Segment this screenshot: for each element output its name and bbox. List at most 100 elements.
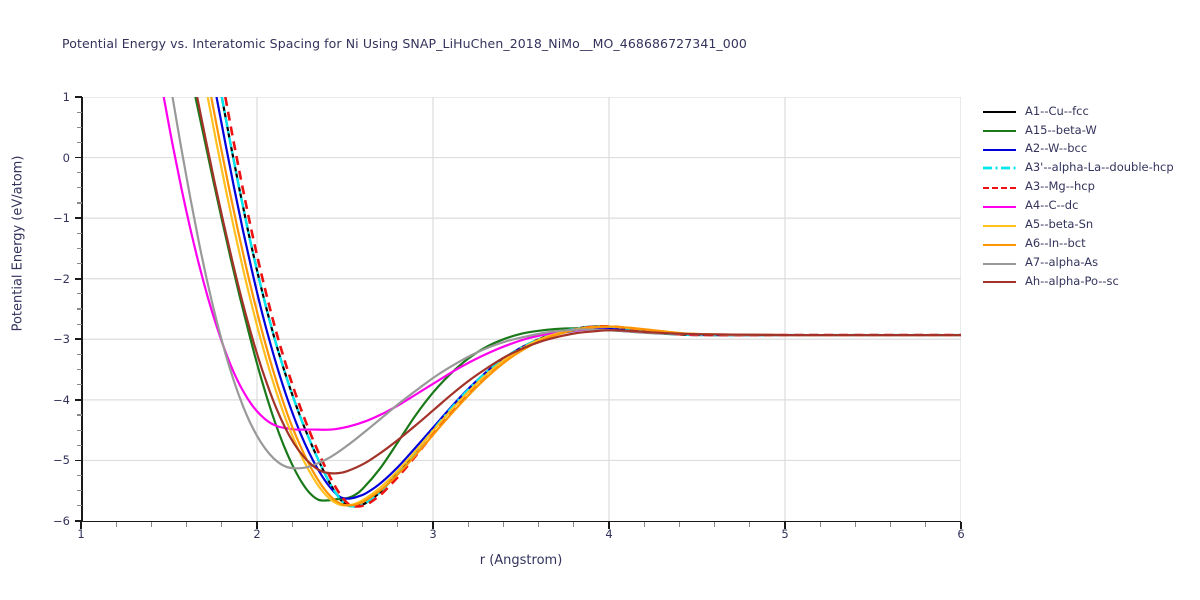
- legend-swatch-icon: [983, 219, 1016, 231]
- y-axis-label: Potential Energy (eV/atom): [10, 155, 26, 332]
- tick-mark: [291, 521, 293, 527]
- legend-item-A5--beta-Sn[interactable]: A5--beta-Sn: [983, 215, 1174, 234]
- tick-mark: [608, 521, 610, 529]
- legend-item-A6--In--bct[interactable]: A6--In--bct: [983, 234, 1174, 253]
- y-axis-line: [81, 97, 83, 521]
- tick-mark: [76, 505, 82, 507]
- curve-A4--C--dc: [162, 97, 961, 431]
- x-axis-label: r (Angstrom): [479, 553, 563, 568]
- legend-swatch-icon: [983, 238, 1016, 250]
- legend-swatch-icon: [983, 275, 1016, 287]
- legend-item-A1--Cu--fcc[interactable]: A1--Cu--fcc: [983, 102, 1174, 121]
- legend-label: Ah--alpha-Po--sc: [1025, 273, 1119, 288]
- tick-mark: [221, 521, 223, 527]
- tick-mark: [74, 520, 82, 522]
- legend-swatch-icon: [983, 105, 1016, 117]
- legend-item-A3'--alpha-La--double-hcp[interactable]: A3'--alpha-La--double-hcp: [983, 159, 1174, 178]
- tick-mark: [74, 156, 82, 159]
- tick-mark: [749, 521, 751, 527]
- legend-label: A1--Cu--fcc: [1025, 103, 1089, 118]
- tick-mark: [76, 429, 82, 431]
- tick-mark: [186, 521, 188, 527]
- y-tick-label: −3: [53, 332, 70, 347]
- tick-mark: [76, 490, 82, 492]
- tick-mark: [397, 521, 399, 527]
- curve-A3--Mg--hcp: [224, 97, 961, 508]
- tick-mark: [502, 521, 504, 527]
- legend-item-A7--alpha-As[interactable]: A7--alpha-As: [983, 253, 1174, 272]
- tick-mark: [76, 293, 82, 295]
- tick-mark: [362, 521, 364, 527]
- legend-item-A15--beta-W[interactable]: A15--beta-W: [983, 121, 1174, 140]
- tick-mark: [76, 187, 82, 189]
- tick-mark: [678, 521, 680, 527]
- tick-mark: [854, 521, 856, 527]
- legend-label: A5--beta-Sn: [1025, 217, 1094, 232]
- tick-mark: [326, 521, 328, 527]
- legend-swatch-icon: [983, 257, 1016, 269]
- tick-mark: [74, 96, 82, 98]
- curve-A3'--alpha-La--double-hcp: [220, 97, 961, 508]
- tick-mark: [76, 172, 82, 174]
- tick-mark: [150, 521, 152, 527]
- page-title: Potential Energy vs. Interatomic Spacing…: [62, 36, 747, 51]
- legend-item-Ah--alpha-Po--sc[interactable]: Ah--alpha-Po--sc: [983, 272, 1174, 291]
- tick-mark: [76, 474, 82, 477]
- legend-swatch-icon: [983, 143, 1016, 155]
- legend-label: A3--Mg--hcp: [1025, 179, 1095, 194]
- legend-item-A4--C--dc[interactable]: A4--C--dc: [983, 196, 1174, 215]
- tick-mark: [76, 414, 82, 416]
- curve-A1--Cu--fcc: [220, 97, 961, 508]
- tick-mark: [76, 232, 82, 234]
- curve-A6--In--bct: [210, 97, 961, 507]
- tick-mark: [80, 521, 82, 529]
- legend-label: A6--In--bct: [1025, 235, 1086, 250]
- y-tick-label: −1: [53, 211, 70, 226]
- y-tick-label: 0: [62, 150, 70, 165]
- tick-mark: [74, 277, 82, 280]
- tick-mark: [256, 521, 258, 529]
- legend-swatch-icon: [983, 181, 1016, 193]
- tick-mark: [76, 202, 82, 204]
- legend-item-A3--Mg--hcp[interactable]: A3--Mg--hcp: [983, 178, 1174, 197]
- tick-mark: [76, 141, 82, 144]
- legend-label: A7--alpha-As: [1025, 254, 1099, 269]
- tick-mark: [714, 521, 716, 527]
- tick-mark: [960, 521, 962, 529]
- tick-mark: [115, 521, 117, 527]
- legend-label: A4--C--dc: [1025, 198, 1079, 213]
- legend: A1--Cu--fcc A15--beta-W A2--W--bcc A3'--alp…: [983, 102, 1174, 291]
- tick-mark: [76, 384, 82, 386]
- legend-item-A2--W--bcc[interactable]: A2--W--bcc: [983, 140, 1174, 159]
- tick-mark: [76, 368, 82, 371]
- legend-swatch-icon: [983, 124, 1016, 136]
- tick-mark: [538, 521, 540, 527]
- y-tick-label: 1: [62, 90, 70, 104]
- x-axis-line: [81, 520, 961, 523]
- tick-mark: [74, 338, 82, 341]
- y-tick-label: −5: [53, 453, 70, 468]
- legend-label: A2--W--bcc: [1025, 141, 1088, 156]
- tick-mark: [467, 521, 469, 527]
- tick-mark: [925, 521, 927, 527]
- y-tick-label: −2: [53, 271, 70, 286]
- tick-mark: [76, 353, 82, 356]
- x-tick-label: 2: [253, 527, 261, 541]
- tick-mark: [573, 521, 575, 527]
- legend-label: A15--beta-W: [1025, 122, 1097, 137]
- legend-swatch-icon: [983, 162, 1016, 174]
- tick-mark: [76, 444, 82, 446]
- x-tick-label: 6: [957, 527, 965, 541]
- legend-swatch-icon: [983, 200, 1016, 212]
- tick-mark: [74, 217, 82, 219]
- tick-mark: [76, 247, 82, 250]
- curve-A2--W--bcc: [215, 97, 961, 500]
- x-tick-label: 4: [605, 527, 613, 541]
- y-tick-label: −4: [53, 392, 70, 407]
- curve-Ah--alpha-Po--sc: [196, 97, 961, 475]
- tick-mark: [76, 111, 82, 113]
- curve-A5--beta-Sn: [206, 97, 961, 507]
- tick-mark: [432, 521, 434, 529]
